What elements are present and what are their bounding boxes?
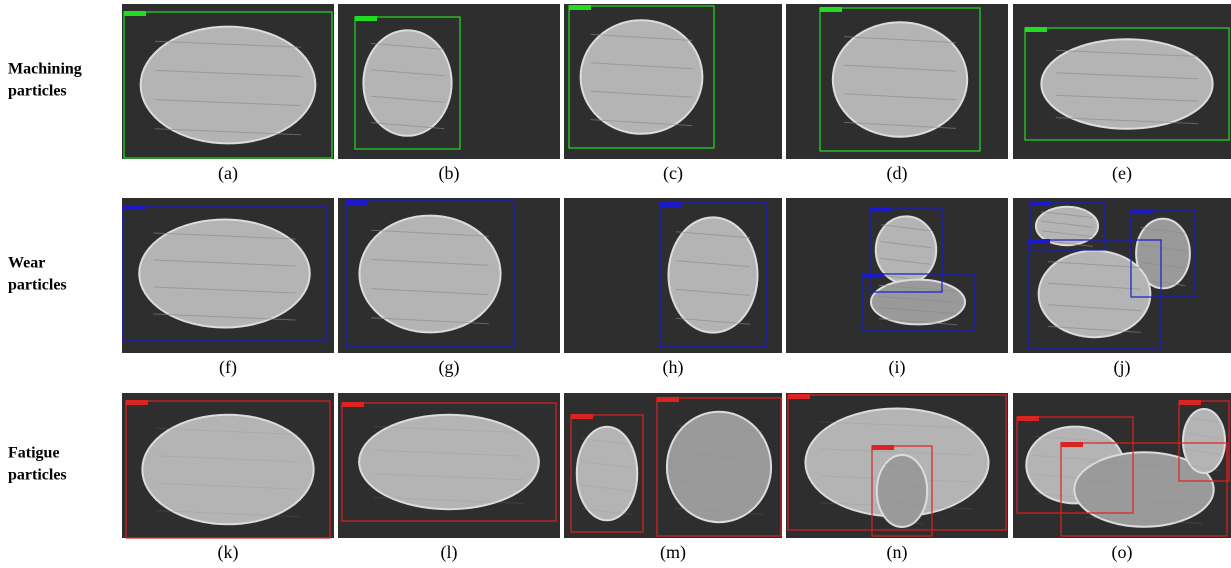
row-label: Machiningparticles [8, 61, 82, 100]
particle [577, 427, 637, 521]
sem-image [1013, 393, 1231, 538]
sem-image [122, 198, 334, 353]
sem-image [338, 4, 560, 159]
box-tag [1028, 239, 1050, 244]
sem-image [122, 393, 334, 538]
caption: (l) [441, 542, 458, 563]
particle [1183, 409, 1225, 473]
box-tag [124, 11, 146, 16]
box-tag [355, 16, 377, 21]
sem-image [786, 4, 1008, 159]
caption: (n) [887, 542, 908, 563]
box-tag [657, 397, 679, 402]
box-tag [123, 205, 145, 210]
box-tag [1179, 400, 1201, 405]
particle [877, 455, 927, 527]
sem-image [122, 4, 334, 159]
box-tag [342, 402, 364, 407]
box-tag [1030, 201, 1052, 206]
caption: (k) [218, 542, 239, 563]
particle [1041, 39, 1212, 129]
figure: Machiningparticles (a) (b) (c) (d) (e) Wearpar… [0, 0, 1231, 568]
caption: (a) [218, 163, 238, 184]
box-tag [872, 445, 894, 450]
box-tag [862, 273, 884, 278]
sem-image [786, 393, 1008, 538]
box-tag [870, 207, 892, 212]
sem-image [338, 198, 560, 353]
sem-image [564, 393, 782, 538]
caption: (h) [663, 357, 684, 378]
caption: (j) [1114, 357, 1131, 378]
caption: (b) [439, 163, 460, 184]
sem-image [338, 393, 560, 538]
box-tag [569, 5, 591, 10]
caption: (f) [219, 357, 237, 378]
box-tag [1131, 209, 1153, 214]
box-tag [788, 394, 810, 399]
box-tag [1061, 442, 1083, 447]
particle [359, 415, 539, 509]
particle [1039, 251, 1151, 337]
sem-image [1013, 4, 1231, 159]
caption: (i) [889, 357, 906, 378]
box-tag [660, 202, 682, 207]
caption: (c) [663, 163, 683, 184]
box-tag [126, 400, 148, 405]
box-tag [1017, 416, 1039, 421]
box-tag [571, 414, 593, 419]
sem-image [564, 4, 782, 159]
box-tag [1025, 27, 1047, 32]
sem-image [786, 198, 1008, 353]
caption: (m) [660, 542, 686, 563]
caption: (e) [1112, 163, 1132, 184]
caption: (o) [1112, 542, 1133, 563]
sem-image [1013, 198, 1231, 353]
sem-image [564, 198, 782, 353]
caption: (g) [439, 357, 460, 378]
box-tag [346, 200, 368, 205]
box-tag [820, 7, 842, 12]
caption: (d) [887, 163, 908, 184]
